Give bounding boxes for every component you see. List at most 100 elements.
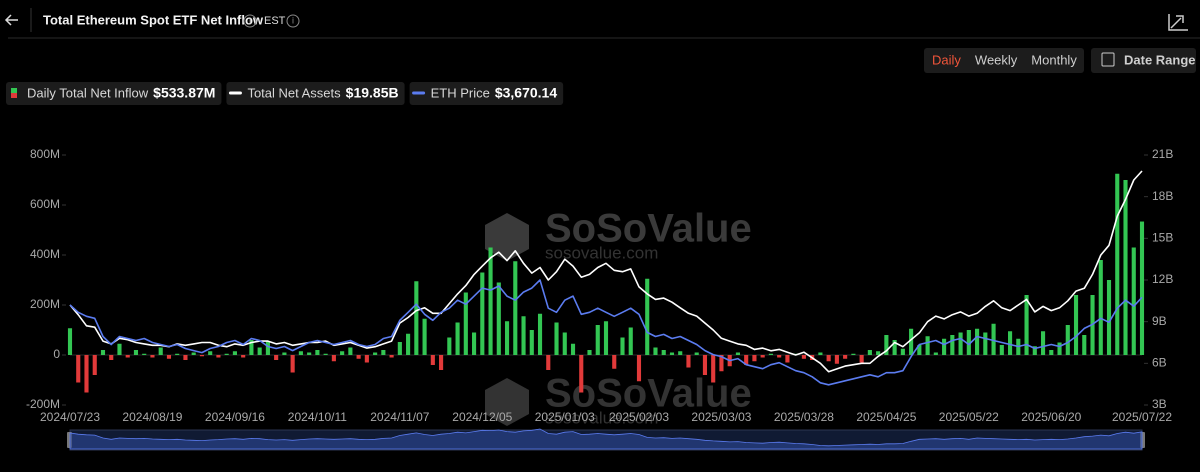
bar xyxy=(1123,180,1128,355)
bar xyxy=(364,355,369,363)
bar xyxy=(933,352,938,355)
bar xyxy=(381,350,386,355)
interval-button[interactable]: Weekly xyxy=(975,52,1018,67)
bar xyxy=(232,351,237,355)
bar xyxy=(546,355,551,370)
bar xyxy=(612,355,617,369)
bar xyxy=(537,313,543,355)
bar xyxy=(133,350,139,355)
bar xyxy=(92,355,97,375)
y2-tick-label: 18B xyxy=(1152,189,1173,203)
bar xyxy=(307,352,312,355)
bar xyxy=(422,318,427,355)
bar xyxy=(488,247,493,355)
bar xyxy=(999,345,1004,355)
x-tick-label: 2025/02/03 xyxy=(609,410,669,424)
bar xyxy=(414,281,419,355)
share-icon[interactable] xyxy=(1168,14,1188,31)
interval-button[interactable]: Monthly xyxy=(1031,52,1077,67)
bar xyxy=(406,333,411,355)
bar xyxy=(785,355,790,363)
calendar-icon xyxy=(1101,52,1115,67)
bar xyxy=(958,332,963,355)
bar xyxy=(834,355,839,364)
y-tick-label: -200M xyxy=(26,397,60,411)
y-tick-label: 0 xyxy=(53,347,60,361)
bar xyxy=(340,351,345,355)
bar xyxy=(439,355,444,370)
info-icon[interactable] xyxy=(243,14,257,28)
bar xyxy=(892,340,897,355)
bar xyxy=(925,336,930,355)
bar xyxy=(100,350,106,355)
page-title: Total Ethereum Spot ETF Net Inflow xyxy=(43,12,264,27)
y2-tick-label: 6B xyxy=(1152,356,1167,370)
bar xyxy=(480,272,485,355)
bar xyxy=(603,321,609,355)
x-tick-label: 2024/07/23 xyxy=(40,410,100,424)
legend-value: $3,670.14 xyxy=(495,85,557,101)
bar xyxy=(183,355,188,360)
bar xyxy=(760,355,765,358)
bar xyxy=(430,355,435,365)
x-tick-label: 2025/07/22 xyxy=(1112,410,1172,424)
x-tick-label: 2025/04/25 xyxy=(856,410,916,424)
bar xyxy=(686,355,691,368)
legend-name: ETH Price xyxy=(431,85,490,100)
bar xyxy=(315,350,320,355)
y2-tick-label: 15B xyxy=(1152,231,1173,245)
date-range-button[interactable] xyxy=(1091,48,1196,73)
y2-tick-label: 21B xyxy=(1152,147,1173,161)
bar xyxy=(1040,331,1046,355)
line xyxy=(69,279,1143,386)
bar xyxy=(150,355,155,358)
interval-group xyxy=(924,48,1084,73)
bar xyxy=(397,342,402,355)
back-icon[interactable] xyxy=(4,14,18,26)
bar xyxy=(1131,247,1136,355)
bar xyxy=(142,353,147,355)
bar xyxy=(1008,331,1013,355)
bar xyxy=(859,355,864,363)
watermark-brand: SoSoValue xyxy=(545,207,752,251)
bar xyxy=(636,355,642,382)
bar xyxy=(513,261,518,355)
info-glyph: i xyxy=(292,15,294,25)
bar xyxy=(719,355,724,372)
bar xyxy=(323,353,328,355)
x-tick-label: 2025/06/20 xyxy=(1021,410,1081,424)
x-tick-label: 2025/03/03 xyxy=(691,410,751,424)
bar xyxy=(249,340,254,355)
interval-button[interactable]: Daily xyxy=(932,52,961,67)
bar xyxy=(67,328,73,355)
navigator-area xyxy=(69,428,1143,450)
bar xyxy=(125,355,130,358)
bar xyxy=(983,332,988,355)
bar xyxy=(975,328,980,355)
bar xyxy=(1082,335,1087,355)
bar xyxy=(1098,260,1103,355)
x-tick-label: 2024/12/05 xyxy=(452,410,512,424)
y2-tick-label: 9B xyxy=(1152,314,1167,328)
info-glyph: i xyxy=(249,15,251,25)
watermark-url: sosovalue.com xyxy=(545,408,658,427)
legend-item[interactable] xyxy=(226,82,405,105)
info-icon[interactable] xyxy=(286,14,300,28)
bar xyxy=(669,352,675,355)
legend-item[interactable] xyxy=(409,82,564,105)
bar xyxy=(1106,280,1112,355)
bar xyxy=(917,345,922,355)
bar xyxy=(282,352,287,355)
interval-buttons: Daily Weekly Monthly xyxy=(932,52,1077,67)
bar xyxy=(909,328,914,355)
bar xyxy=(711,355,716,383)
legend-item[interactable] xyxy=(6,82,222,105)
x-tick-label: 2024/10/11 xyxy=(288,410,347,424)
y2-tick-label: 12B xyxy=(1152,272,1173,286)
bar xyxy=(241,355,246,358)
bar xyxy=(158,347,163,355)
bar xyxy=(117,343,122,355)
x-tick-label: 2024/09/16 xyxy=(205,410,265,424)
bar xyxy=(166,355,172,359)
